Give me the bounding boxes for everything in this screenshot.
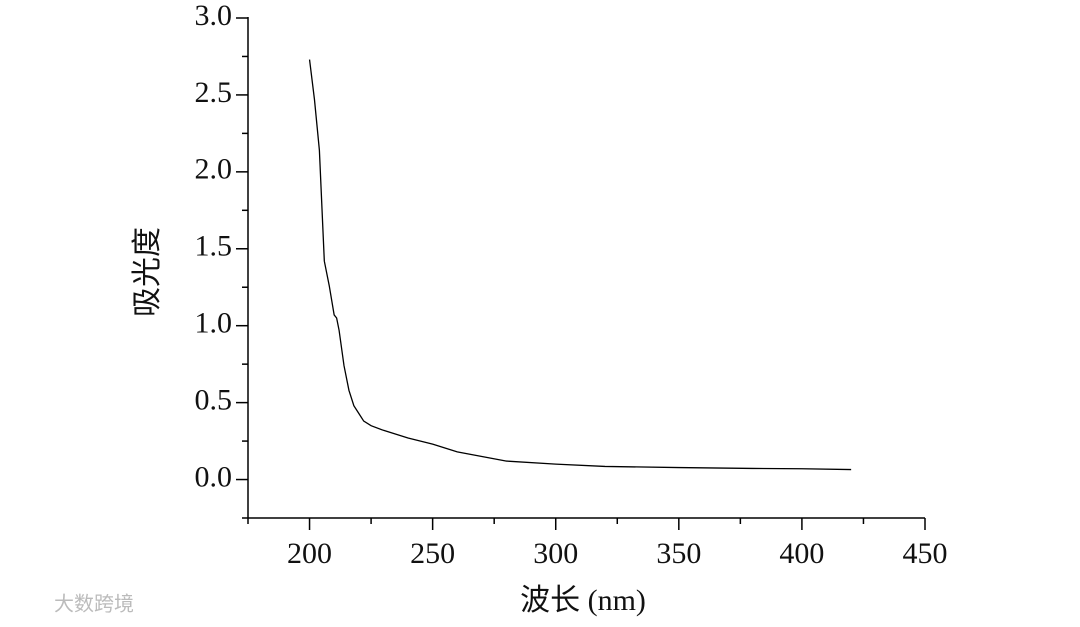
y-tick-label: 2.5 [195, 76, 233, 109]
watermark: 大数跨境 [54, 593, 134, 616]
y-tick-label: 0.0 [195, 460, 233, 493]
x-tick-label: 400 [779, 537, 824, 570]
y-tick-label: 3.0 [195, 0, 233, 32]
y-tick-label: 1.0 [195, 307, 233, 340]
x-axis-label: 波长 (nm) [520, 584, 646, 617]
x-tick-label: 250 [410, 537, 455, 570]
x-tick-label: 200 [287, 537, 332, 570]
x-tick-label: 450 [903, 537, 948, 570]
y-tick-label: 0.5 [195, 384, 233, 417]
data-line [308, 59, 852, 471]
y-tick-label: 2.0 [195, 153, 233, 186]
x-tick-label: 300 [533, 537, 578, 570]
y-tick-label: 1.5 [195, 230, 233, 263]
y-axis-label: 吸光度 [131, 227, 164, 317]
x-tick-label: 350 [656, 537, 701, 570]
